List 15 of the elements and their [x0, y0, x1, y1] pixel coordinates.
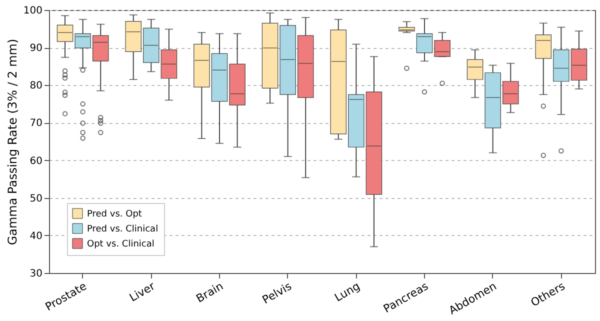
y-tick-label: 50: [30, 193, 42, 204]
x-tick-label: Lung: [332, 280, 362, 304]
y-tick-label: 100: [23, 6, 42, 16]
y-tick-label: 90: [30, 43, 42, 54]
legend-label: Opt vs. Clinical: [87, 240, 154, 250]
x-tick-label: Brain: [194, 280, 226, 306]
y-tick-label: 40: [30, 230, 42, 242]
y-tick-label: 70: [30, 118, 42, 130]
y-tick-label: 60: [30, 156, 42, 167]
y-tick-label: 30: [30, 268, 42, 280]
x-tick-label: Liver: [127, 279, 158, 304]
legend-label: Pred vs. Clinical: [87, 224, 158, 234]
y-axis-title: Gamma Passing Rate (3% / 2 mm): [5, 38, 20, 246]
y-tick-label: 80: [30, 80, 42, 92]
legend-label: Pred vs. Opt: [87, 210, 142, 220]
